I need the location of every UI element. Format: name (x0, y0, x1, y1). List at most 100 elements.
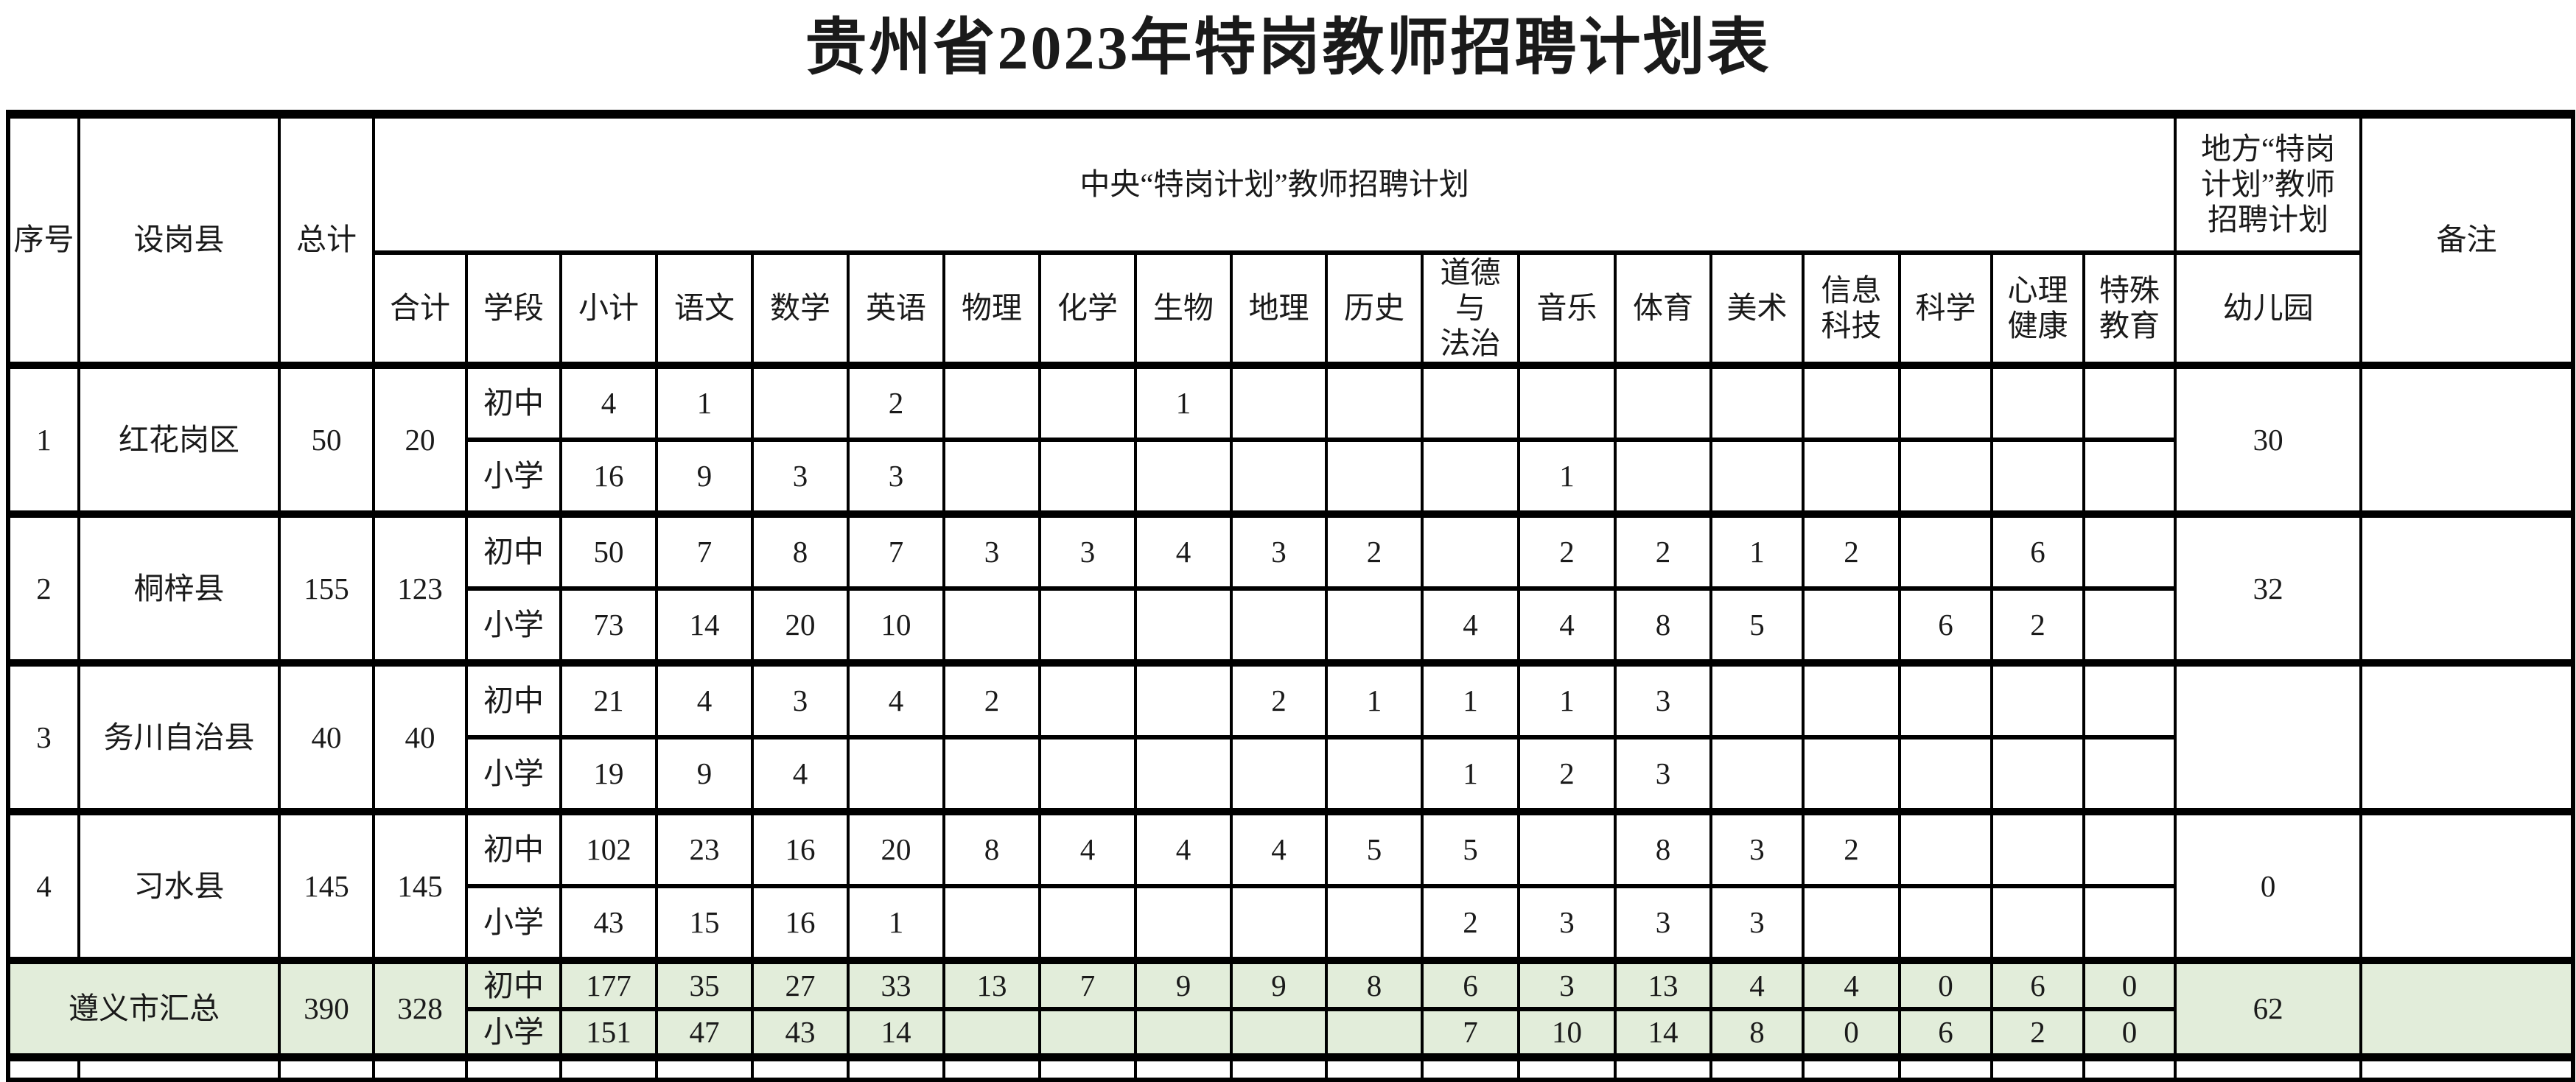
header-kindergarten: 幼儿园 (2174, 250, 2363, 368)
cell-county: 务川自治县 (77, 658, 281, 814)
cell-empty (559, 1053, 658, 1082)
header-subject: 历史 (1325, 250, 1424, 368)
cell-empty (7, 1053, 80, 1082)
table-body: 1 红花岗区 50 20 初中 4 1 2 1 30 小学 16 9 3 3 1 2 桐梓县 155 123 初中 50 7… (7, 361, 2575, 1082)
header-subtotal: 合计 (372, 250, 468, 368)
cell-subject-value: 2 (1614, 510, 1712, 591)
cell-subject-value: 4 (1802, 956, 1901, 1011)
cell-subject-value: 3 (1230, 510, 1328, 591)
cell-subtotal: 20 (372, 361, 468, 516)
cell-empty (1038, 1053, 1137, 1082)
cell-subject-value (2082, 734, 2177, 814)
header-local-plan-group: 地方“特岗 计划”教师 招聘计划 (2174, 111, 2363, 255)
cell-subject-value: 0 (1802, 1006, 1901, 1060)
header-subject: 数学 (751, 250, 850, 368)
county-row-junior: 4 习水县 145 145 初中 102 23 16 20 8 4 4 4 5 5 8 3 2 0 (7, 807, 2575, 963)
cell-subject-value: 3 (1614, 658, 1712, 740)
cell-subject-value: 9 (655, 734, 754, 814)
cell-subject-value (1134, 734, 1233, 814)
cell-subject-value: 2 (1325, 510, 1424, 591)
cell-subject-value (1421, 510, 1520, 591)
cell-remark (2359, 956, 2575, 1060)
cell-subject-value: 20 (751, 586, 850, 665)
cell-subject-value: 4 (1230, 807, 1328, 888)
cell-subject-value: 4 (1517, 586, 1617, 665)
cell-subject-value (751, 361, 850, 442)
cell-subject-value (1990, 658, 2085, 740)
cell-subject-value (942, 883, 1041, 963)
cell-subject-value: 4 (1038, 807, 1137, 888)
cell-subject-value: 151 (559, 1006, 658, 1060)
cell-subject-value: 1 (847, 883, 945, 963)
cell-subject-value: 9 (1230, 956, 1328, 1011)
cell-subject-value: 15 (655, 883, 754, 963)
cell-subject-value: 7 (1421, 1006, 1520, 1060)
cell-stage: 初中 (465, 807, 562, 888)
cell-subject-value: 14 (847, 1006, 945, 1060)
cell-subject-value (1325, 734, 1424, 814)
cell-subject-value: 1 (1517, 658, 1617, 740)
cell-stage: 小学 (465, 1006, 562, 1060)
cell-serial: 2 (7, 510, 80, 665)
cell-subject-value (1038, 734, 1137, 814)
cell-kindergarten: 32 (2174, 510, 2363, 665)
cell-subject-value (1802, 437, 1901, 516)
cell-stage: 初中 (465, 956, 562, 1011)
cell-subject-value (1134, 1006, 1233, 1060)
cell-subject-value: 3 (1709, 807, 1805, 888)
cell-subject-value: 0 (1898, 956, 1993, 1011)
cell-subject-value: 2 (1990, 1006, 2085, 1060)
cell-subject-value: 14 (1614, 1006, 1712, 1060)
cell-subject-value: 43 (751, 1006, 850, 1060)
cell-grand-total: 390 (278, 956, 375, 1060)
cell-subject-value: 4 (1421, 586, 1520, 665)
cell-subject-value: 4 (1134, 807, 1233, 888)
cell-subject-value: 3 (942, 510, 1041, 591)
cell-subject-value: 3 (1517, 883, 1617, 963)
cell-subject-value (1802, 361, 1901, 442)
cropped-next-row (7, 1053, 2575, 1082)
cell-subject-value: 3 (1614, 883, 1712, 963)
cell-grand-total: 40 (278, 658, 375, 814)
cell-subject-value: 5 (1421, 807, 1520, 888)
summary-row-junior: 遵义市汇总 390 328 初中 177 35 27 33 13 7 9 9 8 6 3 13 4 4 0 6 0 62 (7, 956, 2575, 1060)
cell-subject-value (1038, 361, 1137, 442)
cell-subject-value (1802, 883, 1901, 963)
cell-subject-value: 8 (1325, 956, 1424, 1011)
header-subject: 音乐 (1517, 250, 1617, 368)
cell-kindergarten (2174, 658, 2363, 814)
cell-empty (1421, 1053, 1520, 1082)
cell-subject-value: 8 (1614, 807, 1712, 888)
cell-subject-value: 4 (655, 658, 754, 740)
header-subject: 生物 (1134, 250, 1233, 368)
cell-subject-value: 9 (655, 437, 754, 516)
cell-subject-value: 0 (2082, 1006, 2177, 1060)
header-subject: 心理 健康 (1990, 250, 2085, 368)
cell-subject-value (1134, 586, 1233, 665)
header-subject: 化学 (1038, 250, 1137, 368)
cell-subject-value (1802, 734, 1901, 814)
cell-subject-value: 2 (1517, 510, 1617, 591)
cell-subject-value: 3 (847, 437, 945, 516)
cell-county: 桐梓县 (77, 510, 281, 665)
cell-subject-value: 8 (751, 510, 850, 591)
summary-label: 遵义市汇总 (7, 956, 281, 1060)
cell-subject-value: 27 (751, 956, 850, 1011)
cell-subject-value (1038, 586, 1137, 665)
cell-grand-total: 50 (278, 361, 375, 516)
cell-subject-value (1990, 734, 2085, 814)
cell-subject-value: 23 (655, 807, 754, 888)
cell-subject-value: 102 (559, 807, 658, 888)
cell-serial: 4 (7, 807, 80, 963)
cell-empty (1990, 1053, 2085, 1082)
cell-stage: 小学 (465, 437, 562, 516)
cell-subject-value (942, 437, 1041, 516)
cell-subject-value: 5 (1709, 586, 1805, 665)
cell-subject-value: 2 (1230, 658, 1328, 740)
cell-subject-value: 9 (1134, 956, 1233, 1011)
cell-subject-value (2082, 883, 2177, 963)
cell-subject-value: 7 (655, 510, 754, 591)
cell-subject-value (2082, 586, 2177, 665)
cell-county: 红花岗区 (77, 361, 281, 516)
cell-subject-value (2082, 510, 2177, 591)
